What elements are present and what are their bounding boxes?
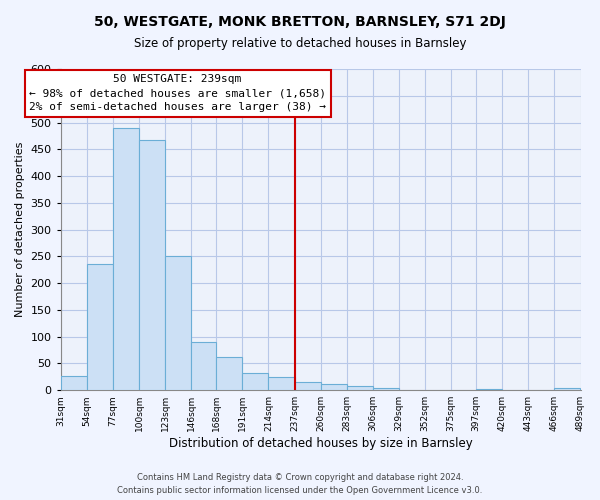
Bar bbox=[242, 372, 268, 390]
Bar bbox=[87, 264, 113, 390]
Y-axis label: Number of detached properties: Number of detached properties bbox=[15, 142, 25, 318]
Bar bbox=[320, 384, 347, 390]
Text: 50, WESTGATE, MONK BRETTON, BARNSLEY, S71 2DJ: 50, WESTGATE, MONK BRETTON, BARNSLEY, S7… bbox=[94, 15, 506, 29]
Bar bbox=[216, 357, 242, 390]
Bar bbox=[373, 388, 399, 390]
Text: 50 WESTGATE: 239sqm
← 98% of detached houses are smaller (1,658)
2% of semi-deta: 50 WESTGATE: 239sqm ← 98% of detached ho… bbox=[29, 74, 326, 112]
Bar bbox=[113, 128, 139, 390]
Bar bbox=[476, 388, 502, 390]
Bar bbox=[347, 386, 373, 390]
X-axis label: Distribution of detached houses by size in Barnsley: Distribution of detached houses by size … bbox=[169, 437, 472, 450]
Text: Contains HM Land Registry data © Crown copyright and database right 2024.
Contai: Contains HM Land Registry data © Crown c… bbox=[118, 473, 482, 495]
Bar bbox=[139, 140, 165, 390]
Bar bbox=[165, 256, 191, 390]
Bar bbox=[268, 377, 295, 390]
Text: Size of property relative to detached houses in Barnsley: Size of property relative to detached ho… bbox=[134, 38, 466, 51]
Bar bbox=[191, 342, 216, 390]
Bar bbox=[554, 388, 580, 390]
Bar bbox=[61, 376, 87, 390]
Bar bbox=[295, 382, 320, 390]
